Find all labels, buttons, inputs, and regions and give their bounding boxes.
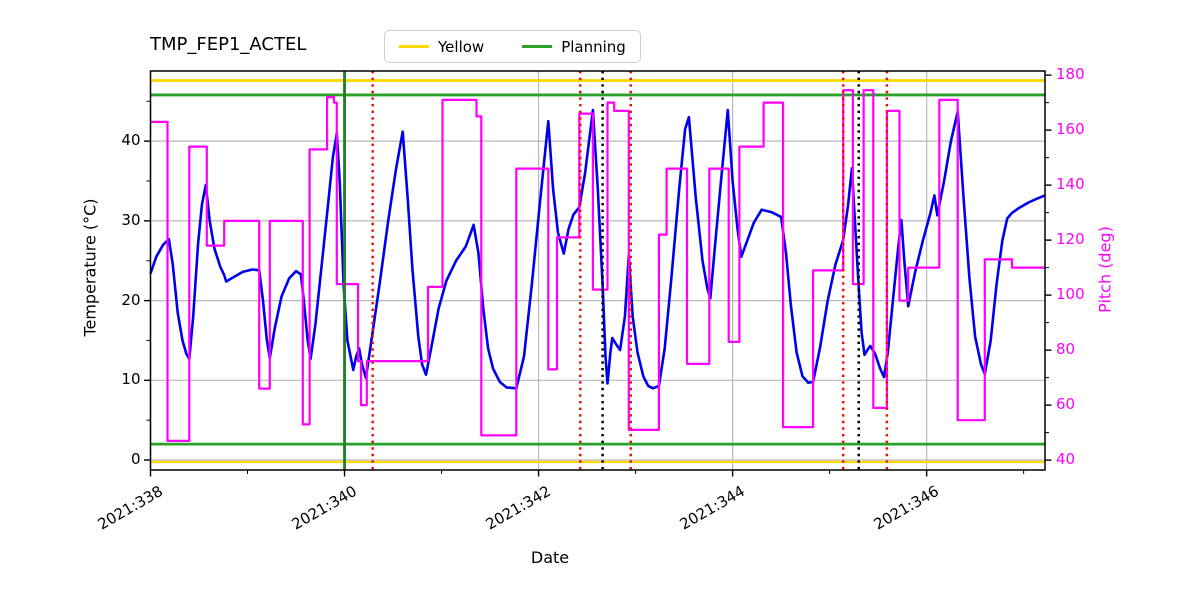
y-axis-label-pitch: Pitch (deg) (1095, 226, 1115, 313)
y-tick-label-pitch: 160 (1056, 120, 1085, 139)
y-tick-label-temperature: 0 (130, 450, 141, 469)
legend-item-yellow: Yellow (399, 38, 484, 56)
y-tick-label-pitch: 100 (1056, 285, 1085, 304)
y-tick-label-temperature: 40 (121, 131, 141, 150)
y-tick-label-pitch: 80 (1056, 340, 1076, 359)
legend-box: Yellow Planning (384, 30, 641, 63)
y-tick-label-pitch: 120 (1056, 230, 1085, 249)
y-tick-label-pitch: 180 (1056, 65, 1085, 84)
legend-label-planning: Planning (561, 37, 626, 56)
planning-line-swatch (522, 45, 553, 48)
y-tick-label-temperature: 20 (121, 290, 141, 309)
y-tick-label-temperature: 30 (121, 210, 141, 229)
y-tick-label-pitch: 40 (1056, 450, 1076, 469)
y-tick-label-temperature: 10 (121, 370, 141, 389)
y-tick-label-pitch: 60 (1056, 395, 1076, 414)
legend-label-yellow: Yellow (438, 37, 485, 56)
chart-title: TMP_FEP1_ACTEL (150, 34, 307, 55)
legend-item-planning: Planning (522, 38, 626, 56)
y-tick-label-pitch: 140 (1056, 175, 1085, 194)
y-axis-label-temperature: Temperature (°C) (80, 198, 100, 337)
x-axis-label: Date (530, 548, 570, 567)
yellow-line-swatch (399, 45, 429, 48)
